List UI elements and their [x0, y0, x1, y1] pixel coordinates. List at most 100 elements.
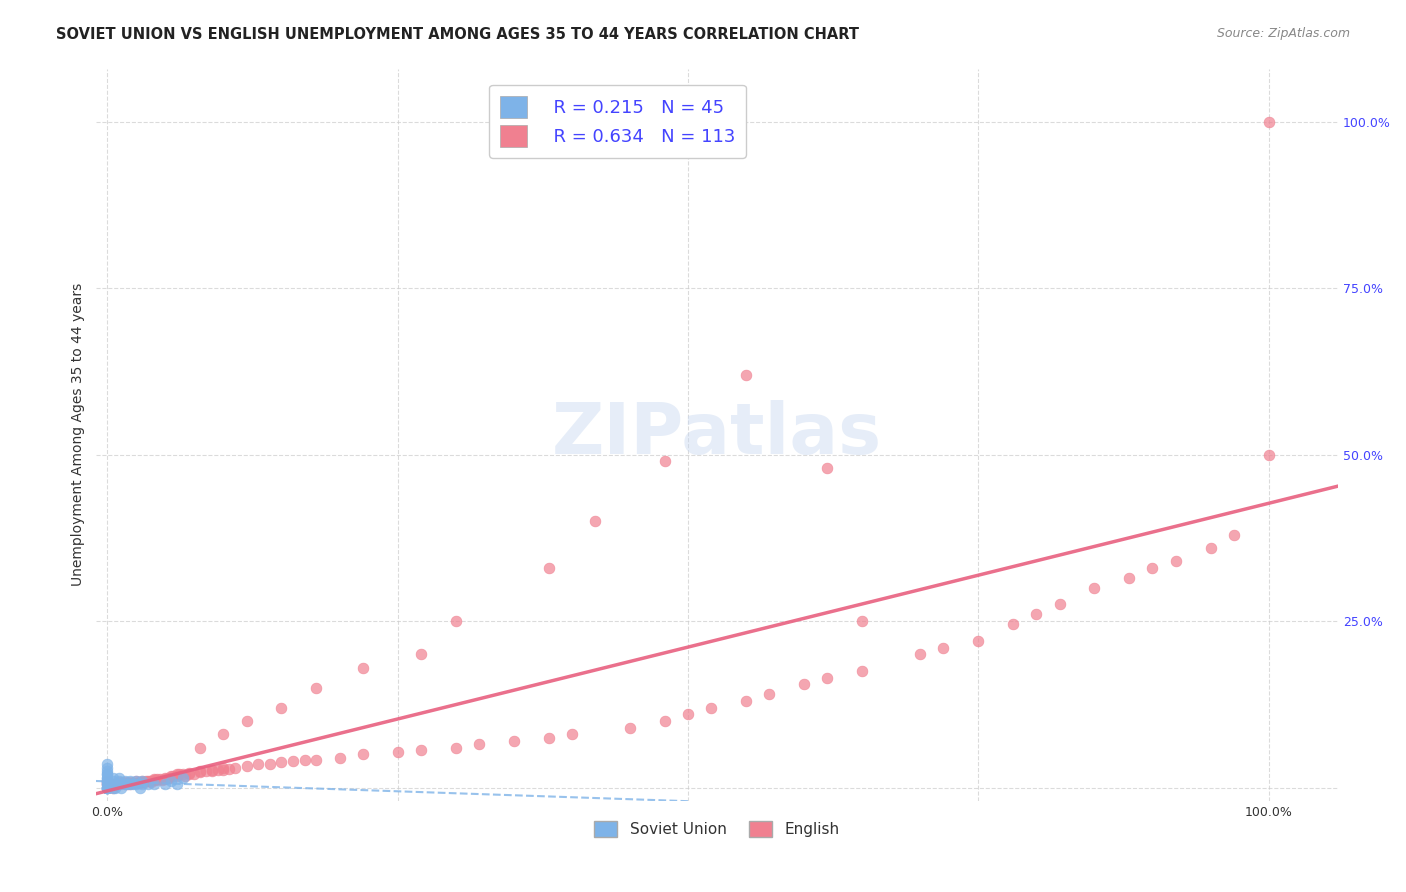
Point: [114, 777, 136, 791]
Point: [96, 775, 118, 789]
Point: [110, 777, 132, 791]
Point: [125, 776, 148, 790]
Point: [1164, 554, 1187, 568]
Point: [654, 714, 676, 728]
Point: [157, 771, 180, 785]
Point: [96, 761, 118, 775]
Point: [1025, 607, 1047, 622]
Point: [908, 648, 931, 662]
Point: [188, 740, 211, 755]
Point: [131, 775, 153, 789]
Point: [146, 772, 169, 786]
Point: [141, 775, 163, 789]
Point: [444, 614, 467, 628]
Point: [128, 776, 150, 790]
Point: [758, 687, 780, 701]
Point: [105, 777, 128, 791]
Point: [654, 454, 676, 468]
Point: [142, 772, 165, 787]
Point: [352, 661, 374, 675]
Point: [259, 757, 281, 772]
Point: [169, 767, 191, 781]
Text: Source: ZipAtlas.com: Source: ZipAtlas.com: [1216, 27, 1350, 40]
Point: [131, 777, 153, 791]
Point: [101, 777, 124, 791]
Point: [96, 777, 118, 791]
Point: [502, 734, 524, 748]
Point: [120, 775, 142, 789]
Point: [294, 753, 316, 767]
Point: [131, 773, 153, 788]
Point: [177, 767, 200, 781]
Point: [101, 773, 124, 788]
Point: [1222, 527, 1244, 541]
Point: [700, 700, 723, 714]
Point: [96, 771, 118, 785]
Point: [136, 777, 159, 791]
Point: [815, 461, 838, 475]
Point: [224, 761, 246, 775]
Point: [134, 775, 156, 789]
Point: [444, 740, 467, 755]
Point: [155, 777, 177, 791]
Point: [468, 737, 491, 751]
Point: [117, 776, 139, 790]
Point: [967, 634, 990, 648]
Point: [142, 777, 165, 791]
Point: [108, 777, 131, 791]
Point: [235, 759, 257, 773]
Point: [115, 777, 138, 791]
Point: [142, 772, 165, 786]
Point: [212, 763, 235, 777]
Point: [96, 780, 118, 795]
Point: [851, 614, 873, 628]
Point: [96, 780, 118, 795]
Point: [851, 664, 873, 678]
Point: [932, 640, 955, 655]
Point: [96, 780, 118, 795]
Point: [166, 768, 188, 782]
Point: [96, 777, 118, 791]
Point: [104, 777, 127, 791]
Point: [155, 772, 177, 786]
Point: [96, 773, 118, 788]
Point: [135, 773, 157, 788]
Point: [409, 648, 432, 662]
Point: [1257, 115, 1279, 129]
Point: [114, 773, 136, 788]
Point: [115, 777, 138, 791]
Point: [96, 771, 118, 785]
Point: [145, 772, 167, 787]
Point: [101, 780, 124, 795]
Point: [183, 767, 205, 781]
Point: [212, 727, 235, 741]
Point: [96, 773, 118, 788]
Text: SOVIET UNION VS ENGLISH UNEMPLOYMENT AMONG AGES 35 TO 44 YEARS CORRELATION CHART: SOVIET UNION VS ENGLISH UNEMPLOYMENT AMO…: [56, 27, 859, 42]
Point: [120, 773, 142, 788]
Point: [793, 677, 815, 691]
Point: [1002, 617, 1025, 632]
Point: [125, 773, 148, 788]
Point: [212, 761, 235, 775]
Point: [166, 767, 188, 781]
Point: [125, 773, 148, 788]
Point: [305, 753, 328, 767]
Point: [537, 731, 560, 745]
Point: [121, 776, 143, 790]
Point: [108, 777, 131, 791]
Point: [735, 368, 758, 382]
Point: [328, 750, 350, 764]
Point: [305, 681, 328, 695]
Point: [177, 765, 200, 780]
Point: [218, 762, 240, 776]
Point: [270, 756, 292, 770]
Point: [96, 780, 118, 795]
Point: [281, 754, 304, 768]
Point: [815, 671, 838, 685]
Point: [188, 765, 211, 780]
Point: [114, 775, 136, 789]
Point: [148, 772, 170, 786]
Point: [1049, 598, 1071, 612]
Point: [114, 777, 136, 791]
Point: [1257, 448, 1279, 462]
